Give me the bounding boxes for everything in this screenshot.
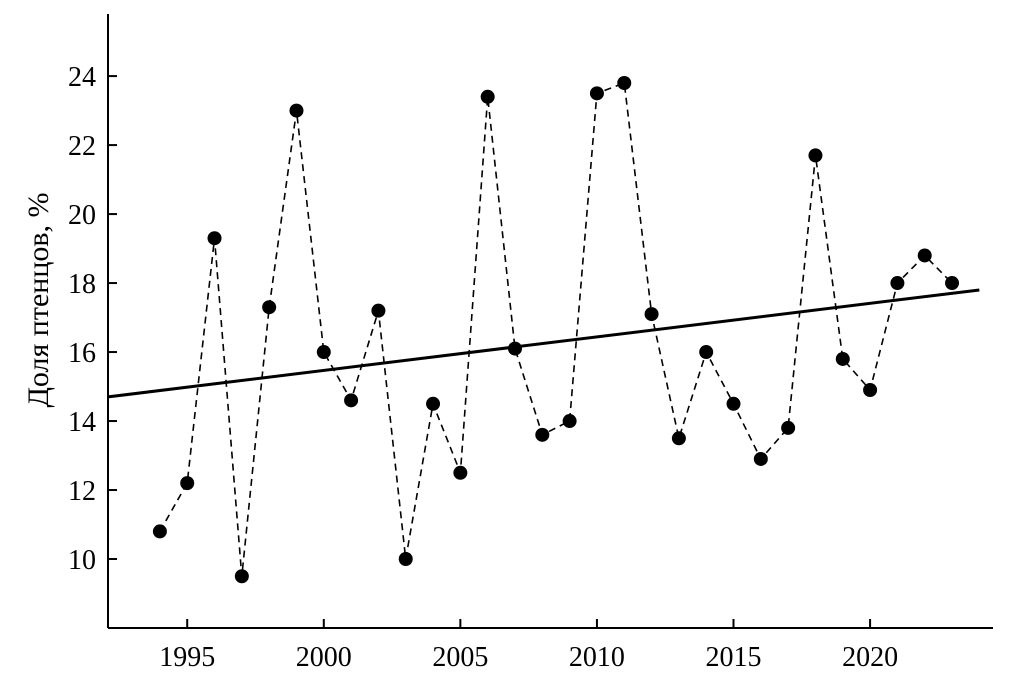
data-point: [371, 303, 386, 318]
x-tick-label: 2020: [842, 642, 898, 673]
data-point: [671, 431, 686, 446]
data-point: [863, 382, 878, 397]
series-line: [159, 81, 953, 577]
x-tick-label: 2005: [432, 642, 488, 673]
data-point: [589, 86, 604, 101]
data-point: [453, 465, 468, 480]
axes: [107, 14, 993, 629]
data-point: [344, 393, 359, 408]
data-point: [316, 345, 331, 360]
y-tick-label: 22: [68, 131, 96, 162]
data-point: [699, 345, 714, 360]
x-tick-label: 2010: [569, 642, 625, 673]
x-tick-label: 2000: [296, 642, 352, 673]
y-tick-label: 18: [68, 269, 96, 300]
x-tick-label: 1995: [159, 642, 215, 673]
y-tick-label: 24: [68, 62, 96, 93]
y-tick-label: 16: [68, 338, 96, 369]
data-point: [398, 552, 413, 567]
data-series-group: [152, 75, 960, 584]
data-point: [644, 307, 659, 322]
y-tick-label: 20: [68, 200, 96, 231]
data-point: [945, 276, 960, 291]
data-point: [234, 569, 249, 584]
data-point: [507, 341, 522, 356]
data-point: [808, 148, 823, 163]
data-point: [753, 451, 768, 466]
y-ticks: 10 12 14 16 18 20 22 24: [68, 62, 117, 576]
data-point: [535, 427, 550, 442]
data-point: [726, 396, 741, 411]
y-tick-label: 10: [68, 545, 96, 576]
trend-line: [107, 288, 980, 399]
data-point: [781, 420, 796, 435]
data-point: [480, 89, 495, 104]
trend-line-group: [107, 288, 980, 399]
data-point: [426, 396, 441, 411]
x-tick-label: 2015: [706, 642, 762, 673]
y-tick-label: 12: [68, 476, 96, 507]
data-point: [562, 414, 577, 429]
data-point: [289, 103, 304, 118]
data-point: [835, 351, 850, 366]
y-axis-title: Доля птенцов, %: [22, 192, 55, 407]
y-tick-label: 14: [68, 407, 96, 438]
x-ticks: 1995 2000 2005 2010 2015 2020: [159, 619, 898, 673]
data-point: [917, 248, 932, 263]
data-point: [207, 231, 222, 246]
data-point: [262, 300, 277, 315]
data-point: [890, 276, 905, 291]
data-point: [152, 524, 167, 539]
data-point: [180, 476, 195, 491]
data-point: [617, 75, 632, 90]
